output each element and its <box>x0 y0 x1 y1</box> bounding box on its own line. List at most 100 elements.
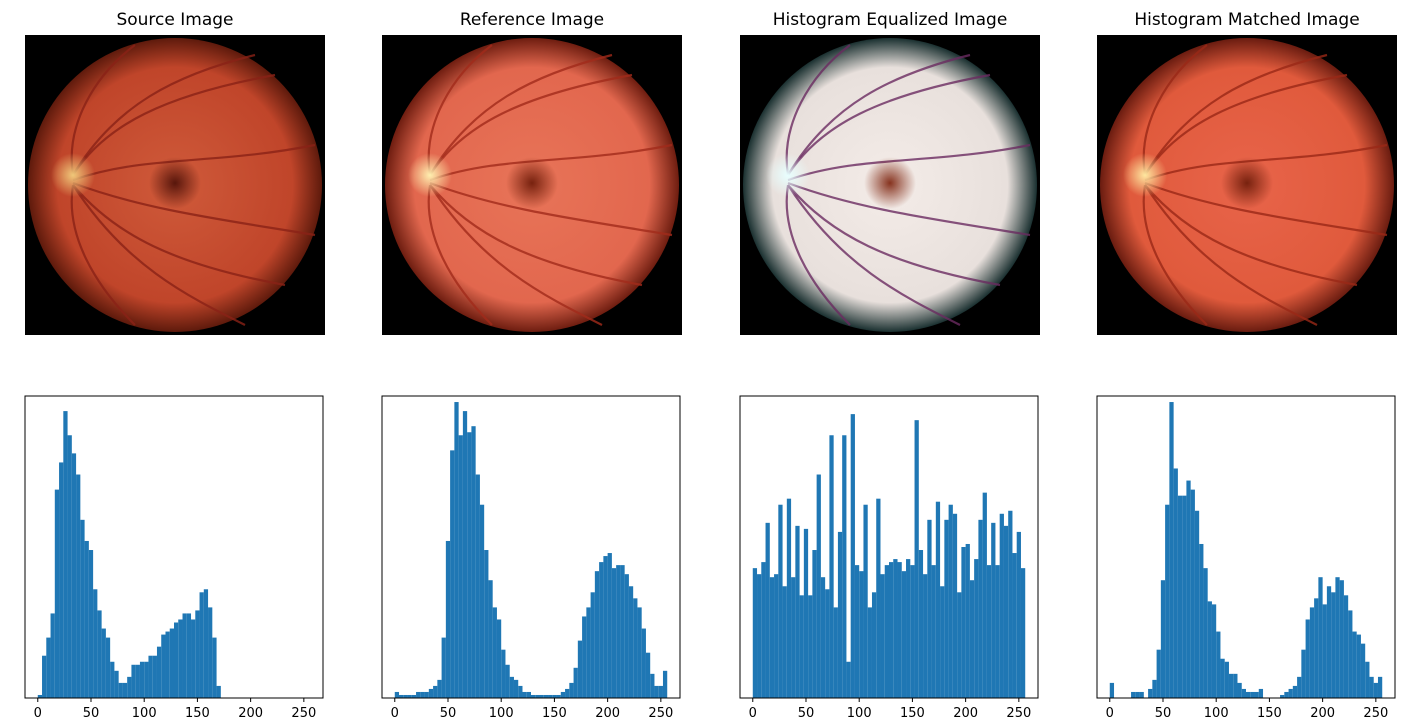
histogram-bar <box>437 679 442 698</box>
histogram-bar <box>191 619 196 698</box>
histogram-bar <box>590 592 595 698</box>
x-tick-label: 250 <box>1006 706 1031 721</box>
plot-frame <box>739 395 1039 699</box>
histogram-bar <box>1182 495 1187 698</box>
histogram-bar <box>1322 604 1327 698</box>
histogram-bar <box>93 589 98 698</box>
histogram-bar <box>624 574 629 698</box>
histogram-bar <box>454 402 459 698</box>
histogram-bar <box>1165 504 1170 698</box>
histogram-bar <box>216 685 221 698</box>
histogram-bar <box>986 565 992 698</box>
histogram-bar <box>1339 580 1344 698</box>
histogram-bar <box>509 676 514 698</box>
histogram-bar <box>1016 531 1021 698</box>
histogram-bar <box>165 631 170 698</box>
histogram-bar <box>37 694 43 698</box>
histogram-bar <box>195 610 200 698</box>
histogram-bar <box>995 565 1000 698</box>
histogram-bar <box>914 420 919 698</box>
plot-frame <box>1096 395 1396 699</box>
histogram-bar <box>565 688 570 698</box>
macula <box>864 157 916 209</box>
equalized-histogram: 0 50 100 150 200 250 <box>739 395 1039 721</box>
histogram-bar <box>416 691 421 698</box>
histogram-bar <box>573 667 578 698</box>
histogram-bar <box>944 519 949 698</box>
histogram-bar <box>577 640 583 698</box>
histogram-bar <box>148 655 153 698</box>
blood-vessel <box>429 73 633 176</box>
blood-vessel <box>787 73 991 176</box>
histogram-bar <box>778 504 783 698</box>
x-tick-label: 200 <box>1310 706 1335 721</box>
x-tick-label: 250 <box>648 706 673 721</box>
x-tick-label: 250 <box>291 706 316 721</box>
histogram-bar <box>662 670 668 698</box>
histogram-bar <box>1233 673 1238 698</box>
histogram-bar <box>829 435 834 698</box>
histogram-bar <box>543 694 549 698</box>
histogram-bar <box>54 489 60 698</box>
histogram-bar <box>957 592 962 698</box>
optic-disc <box>1123 153 1167 197</box>
histogram-bar <box>854 565 860 698</box>
blood-vessel <box>1144 73 1348 176</box>
title-equalized-image: Histogram Equalized Image <box>772 10 1008 30</box>
plot-frame <box>24 395 324 699</box>
x-tick-label: 150 <box>900 706 925 721</box>
histogram-bar <box>1169 402 1174 698</box>
histogram-bar <box>1008 510 1013 698</box>
matched-histogram: 0 50 100 150 200 250 <box>1096 395 1396 721</box>
histogram-bar <box>859 571 864 698</box>
x-tick-label: 0 <box>1106 706 1114 721</box>
histogram-bar <box>1160 580 1166 698</box>
histogram-bar <box>969 580 975 698</box>
histogram-bar <box>560 691 566 698</box>
histogram-bar <box>897 562 902 698</box>
histogram-bar <box>420 691 425 698</box>
x-tick-label: 100 <box>1204 706 1229 721</box>
optic-disc <box>408 153 452 197</box>
histogram-bar <box>1280 694 1285 698</box>
histogram-bar <box>1326 586 1332 698</box>
histogram-bar <box>876 498 881 698</box>
blood-vessel <box>1144 181 1388 237</box>
title-reference-image: Reference Image <box>459 10 605 30</box>
equalized-retina-image <box>740 35 1040 335</box>
histogram-bar <box>462 411 468 698</box>
blood-vessel <box>787 184 1001 287</box>
histogram-bar <box>518 685 523 698</box>
histogram-bar <box>931 565 936 698</box>
histogram-bar <box>556 694 561 698</box>
histogram-bar <box>569 682 574 698</box>
histogram-bar <box>496 619 502 698</box>
histogram-bar <box>752 568 758 698</box>
histogram-bar <box>927 519 932 698</box>
histogram-bar <box>101 628 106 698</box>
histogram-bar <box>208 607 213 698</box>
histogram-bar <box>603 556 608 698</box>
histogram-bar <box>156 646 162 698</box>
histogram-bar <box>539 694 544 698</box>
x-tick-label: 150 <box>1257 706 1282 721</box>
histogram-bar <box>982 492 987 698</box>
histogram-bar <box>71 453 77 698</box>
blood-vessel <box>787 53 971 176</box>
histogram-bar <box>999 513 1004 698</box>
blood-vessel <box>72 73 276 176</box>
histogram-bar <box>816 474 821 698</box>
x-tick-label: 50 <box>440 706 457 721</box>
histogram-bar <box>1003 525 1009 698</box>
histogram-bar <box>144 661 149 698</box>
histogram-bar <box>952 513 958 698</box>
x-tick-label: 200 <box>595 706 620 721</box>
histogram-bar <box>394 691 400 698</box>
histogram-bar <box>611 568 617 698</box>
histogram-bar <box>1220 658 1225 698</box>
histogram-bar <box>458 435 463 698</box>
histogram-bar <box>1284 691 1289 698</box>
histogram-bar <box>1173 468 1178 698</box>
histogram-bar <box>774 574 779 698</box>
histogram-bar <box>1156 649 1161 698</box>
